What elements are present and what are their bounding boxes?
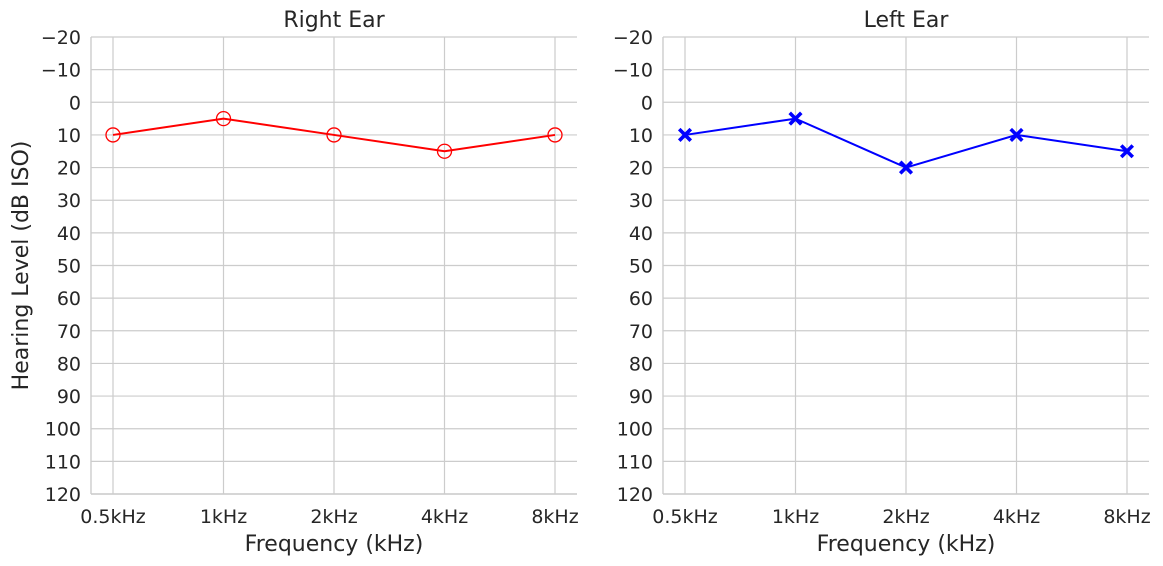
- y-axis-label: Hearing Level (dB ISO): [9, 141, 34, 391]
- y-tick-label: −20: [613, 27, 653, 49]
- y-tick-label: 60: [57, 288, 81, 310]
- data-point: [105, 127, 121, 143]
- y-tick-label: 70: [57, 321, 81, 343]
- y-tick-label: 90: [57, 386, 81, 408]
- x-axis-label: Frequency (kHz): [245, 532, 424, 557]
- y-tick-label: 80: [629, 353, 653, 375]
- y-tick-label: 10: [629, 125, 653, 147]
- x-tick-label: 8kHz: [531, 506, 578, 528]
- x-tick-label: 2kHz: [882, 506, 929, 528]
- x-tick-label: 0.5kHz: [652, 506, 718, 528]
- y-tick-label: 0: [641, 92, 653, 114]
- x-tick-label: 1kHz: [772, 506, 819, 528]
- data-point: [1009, 127, 1024, 142]
- data-point: [547, 127, 563, 143]
- y-tick-label: 0: [69, 92, 81, 114]
- y-tick-label: 100: [617, 419, 653, 441]
- series-line: [112, 117, 556, 153]
- data-point: [898, 160, 914, 175]
- y-tick-label: 50: [57, 256, 81, 278]
- y-tick-label: 120: [45, 484, 81, 506]
- chart-title: Left Ear: [864, 8, 950, 33]
- y-tick-label: 60: [629, 288, 653, 310]
- y-tick-label: −20: [41, 27, 81, 49]
- x-tick-label: 4kHz: [421, 506, 468, 528]
- data-point: [326, 127, 342, 143]
- y-tick-label: 40: [629, 223, 653, 245]
- y-tick-label: 120: [617, 484, 653, 506]
- data-point: [436, 143, 453, 159]
- y-tick-label: 50: [629, 256, 653, 278]
- y-tick-label: 40: [57, 223, 81, 245]
- x-tick-label: 8kHz: [1103, 506, 1150, 528]
- y-tick-label: −10: [613, 60, 653, 82]
- y-tick-label: 30: [57, 190, 81, 212]
- y-tick-label: −10: [41, 60, 81, 82]
- y-tick-label: 20: [57, 158, 81, 180]
- y-tick-label: 80: [57, 353, 81, 375]
- data-point: [1119, 144, 1135, 159]
- y-tick-label: 90: [629, 386, 653, 408]
- x-tick-label: 1kHz: [200, 506, 247, 528]
- x-tick-label: 0.5kHz: [80, 506, 146, 528]
- chart-title: Right Ear: [283, 8, 385, 33]
- data-point: [215, 110, 232, 127]
- y-tick-label: 100: [45, 419, 81, 441]
- data-point: [677, 127, 693, 142]
- x-tick-label: 2kHz: [310, 506, 357, 528]
- y-tick-label: 110: [617, 451, 653, 473]
- y-tick-label: 20: [629, 158, 653, 180]
- y-tick-label: 110: [45, 451, 81, 473]
- chart-panel-0: −20 −10 0 10 20 30 40 50 60 70 80 90 100 110 1200.5kHz…: [9, 8, 579, 557]
- data-point: [788, 111, 803, 126]
- y-tick-label: 30: [629, 190, 653, 212]
- chart-panel-1: −20 −10 0 10 20 30 40 50 60 70 80 90 100 110 1200.5kHz…: [613, 8, 1151, 557]
- x-axis-label: Frequency (kHz): [817, 532, 996, 557]
- y-tick-label: 10: [57, 125, 81, 147]
- x-tick-label: 4kHz: [993, 506, 1040, 528]
- y-tick-label: 70: [629, 321, 653, 343]
